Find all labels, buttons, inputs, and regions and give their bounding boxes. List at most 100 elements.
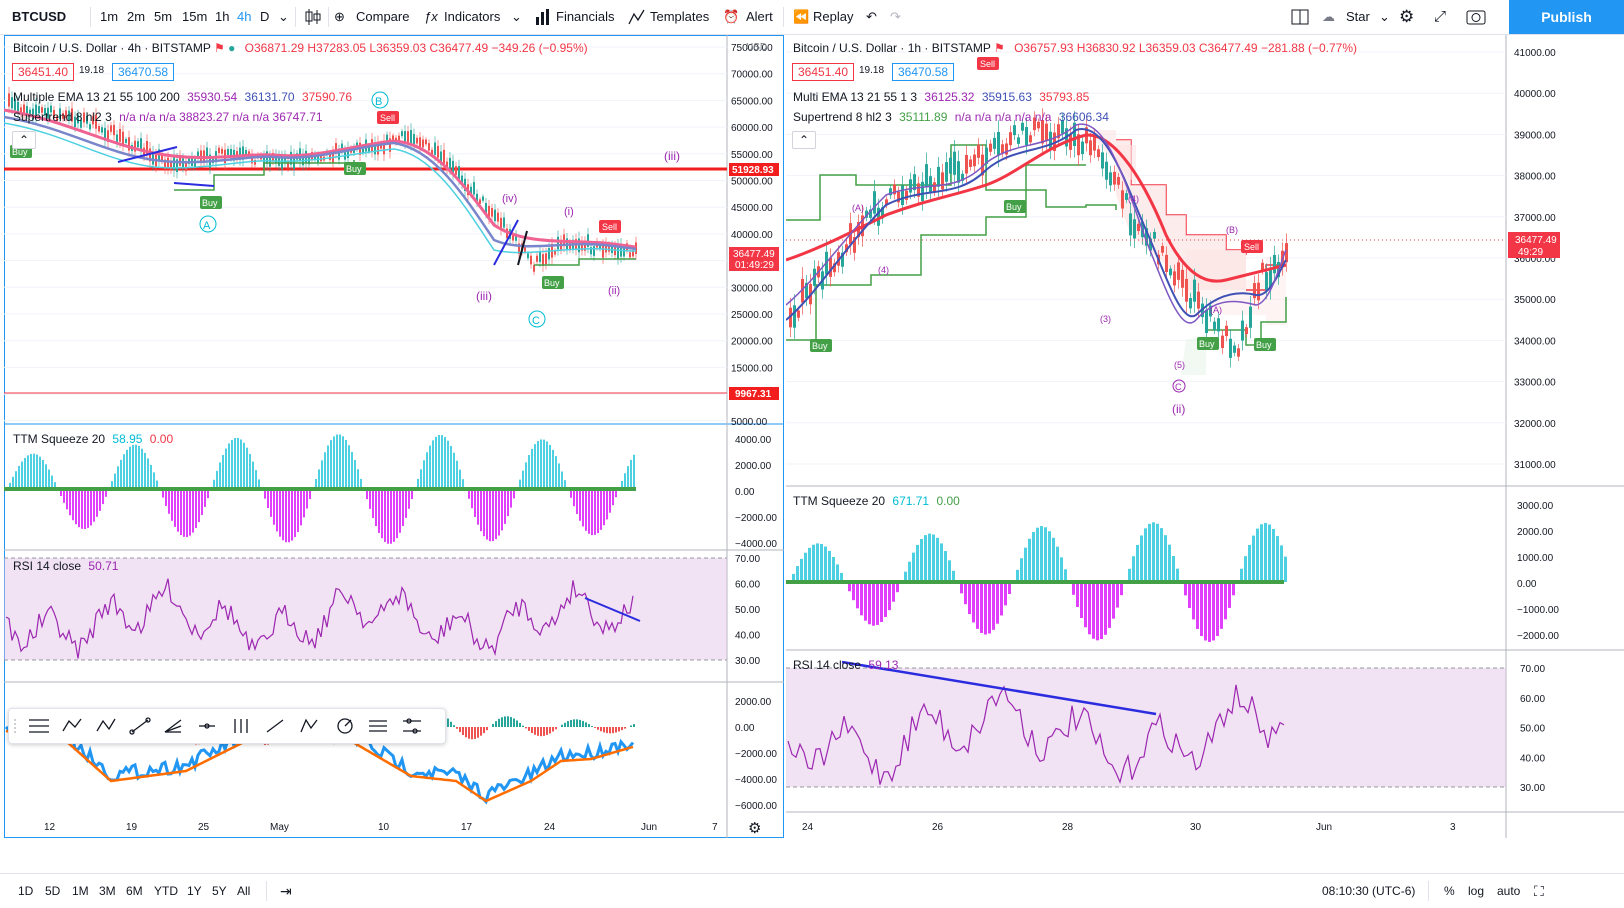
candle-body [56, 116, 58, 121]
abc-wave-icon[interactable] [96, 718, 116, 732]
axis-tick-label: 3000.00 [1517, 501, 1554, 512]
compare-button[interactable]: Compare [356, 9, 410, 24]
alert-button[interactable]: Alert [746, 9, 773, 24]
interval-15m[interactable]: 15m [182, 9, 208, 24]
layout-chevron-icon[interactable]: ⌄ [1379, 9, 1390, 24]
candle-body [107, 130, 109, 142]
bid-price-box[interactable]: 36451.40 [792, 63, 855, 81]
rsi-legend[interactable]: RSI 14 close 50.71 [13, 559, 118, 573]
right-chart-canvas[interactable]: 41000.00 40000.00 39000.00 38000.00 37000.00… [785, 35, 1624, 873]
cloud-icon[interactable]: ☁ [1322, 9, 1335, 24]
left-chart-canvas[interactable]: 75000.0070000.0065000.0060000.0055000.00… [3, 35, 784, 873]
symbol-search[interactable]: BTCUSD [12, 9, 67, 24]
range-YTD[interactable]: YTD [154, 884, 178, 898]
undo-icon[interactable]: ↶ [866, 9, 877, 24]
ray-line-icon[interactable] [266, 719, 284, 733]
range-1M[interactable]: 1M [72, 884, 89, 898]
divider [328, 7, 329, 27]
interval-5m[interactable]: 5m [154, 9, 173, 24]
collapse-legend-chevron-icon[interactable]: ⌃ [792, 131, 816, 149]
financials-button[interactable]: Financials [556, 9, 615, 24]
layout-split-icon[interactable] [1291, 0, 1309, 34]
settings-lines-icon[interactable] [369, 720, 387, 732]
fullscreen-bracket-icon[interactable]: ⛶ [1534, 883, 1544, 899]
range-3M[interactable]: 3M [99, 884, 116, 898]
price-tag-high [729, 163, 779, 176]
templates-icon[interactable] [628, 0, 646, 34]
histogram-bar [66, 489, 68, 510]
histogram-bar [462, 727, 464, 736]
histogram-bar [1088, 582, 1091, 635]
interval-4h[interactable]: 4h [237, 9, 252, 24]
flag-icon[interactable]: ⚑ [993, 41, 1005, 55]
time-axis-settings-gear-icon[interactable]: ⚙ [748, 820, 761, 837]
alert-clock-icon[interactable]: ⏰ [723, 9, 740, 24]
range-All[interactable]: All [237, 884, 251, 898]
candle-body [1261, 262, 1264, 271]
ask-price-box[interactable]: 36470.58 [892, 63, 955, 81]
histogram-bar [1136, 544, 1139, 582]
interval-dropdown-chevron-icon[interactable]: ⌄ [278, 9, 289, 24]
log-toggle[interactable]: log [1468, 884, 1485, 898]
clock-label[interactable]: 08:10:30 (UTC-6) [1322, 884, 1416, 898]
right-symbol-title[interactable]: Bitcoin / U.S. Dollar · 1h · BITSTAMP [793, 41, 991, 55]
horizontal-lines-icon[interactable] [29, 719, 49, 733]
left-chart[interactable]: 75000.00 70000.00 65000.00 60000.00 55000.00… [3, 35, 784, 873]
last-price-tag [1508, 232, 1560, 258]
settings-gear-icon[interactable]: ⚙ [1399, 7, 1415, 26]
indicators-button[interactable]: Indicators [444, 9, 501, 24]
ask-price-box[interactable]: 36470.58 [112, 63, 175, 81]
compare-plus-icon[interactable]: ⊕ [334, 9, 345, 24]
pattern-icon[interactable] [300, 718, 318, 733]
flag-icon[interactable]: ⚑ [213, 41, 225, 55]
rsi-axis: 70.00 60.00 50.00 40.00 30.00 [1520, 664, 1545, 794]
horizontal-ray-icon[interactable] [199, 723, 215, 729]
right-chart[interactable]: 41000.00 40000.00 39000.00 38000.00 37000.00… [785, 35, 1624, 873]
options-icon[interactable] [403, 718, 421, 734]
fib-fan-icon[interactable] [164, 719, 182, 733]
interval-1h[interactable]: 1h [215, 9, 230, 24]
indicators-fx-icon[interactable]: ƒx [424, 9, 438, 24]
templates-button[interactable]: Templates [650, 9, 710, 24]
bid-price-box[interactable]: 36451.40 [12, 63, 75, 81]
rsi-legend[interactable]: RSI 14 close 59.13 [793, 658, 898, 672]
range-5D[interactable]: 5D [45, 884, 61, 898]
interval-D[interactable]: D [260, 9, 270, 24]
axis-tick-label: 0.00 [735, 487, 755, 498]
redo-icon[interactable]: ↷ [890, 9, 901, 24]
candle-body [865, 210, 868, 218]
collapse-legend-chevron-icon[interactable]: ⌃ [12, 131, 36, 149]
star-layout-button[interactable]: Star [1346, 9, 1370, 24]
histogram-bar [609, 727, 611, 734]
trend-line-icon[interactable] [129, 717, 151, 735]
interval-2m[interactable]: 2m [127, 9, 146, 24]
ema-legend[interactable]: Multi EMA 13 21 55 1 3 36125.32 35915.63… [793, 90, 1089, 104]
ttm-legend[interactable]: TTM Squeeze 20 58.95 0.00 [13, 432, 173, 446]
ttm-legend[interactable]: TTM Squeeze 20 671.71 0.00 [793, 494, 960, 508]
percent-toggle[interactable]: % [1444, 884, 1455, 898]
supertrend-legend[interactable]: Supertrend 8 hl2 3 n/a n/a n/a 38823.27 … [13, 110, 323, 124]
financials-bars-icon[interactable] [535, 0, 551, 34]
vertical-lines-icon[interactable] [234, 719, 248, 733]
left-symbol-title[interactable]: Bitcoin / U.S. Dollar · 4h · BITSTAMP [13, 41, 211, 55]
histogram-bar [324, 452, 326, 489]
range-1Y[interactable]: 1Y [187, 884, 202, 898]
replay-button[interactable]: Replay [813, 9, 854, 24]
indicators-chevron-icon[interactable]: ⌄ [511, 9, 522, 24]
range-1D[interactable]: 1D [18, 884, 34, 898]
supertrend-legend[interactable]: Supertrend 8 hl2 3 35111.89 n/a n/a n/a … [793, 110, 1109, 124]
range-5Y[interactable]: 5Y [212, 884, 227, 898]
fullscreen-icon[interactable]: ⤢ [1434, 8, 1447, 25]
elliott-wave-icon[interactable] [62, 718, 82, 732]
snapshot-camera-icon[interactable] [1466, 0, 1486, 34]
candle-body [608, 244, 610, 252]
publish-button[interactable]: Publish [1509, 0, 1624, 34]
cycle-icon[interactable] [337, 718, 353, 734]
auto-toggle[interactable]: auto [1497, 884, 1521, 898]
chart-type-candles-icon[interactable] [304, 0, 322, 34]
goto-date-calendar-icon[interactable]: ⇥ [280, 883, 292, 899]
replay-rewind-icon[interactable]: ⏪ [793, 9, 810, 24]
range-6M[interactable]: 6M [126, 884, 143, 898]
interval-1m[interactable]: 1m [100, 9, 119, 24]
ema-legend[interactable]: Multiple EMA 13 21 55 100 200 35930.54 3… [13, 90, 352, 104]
